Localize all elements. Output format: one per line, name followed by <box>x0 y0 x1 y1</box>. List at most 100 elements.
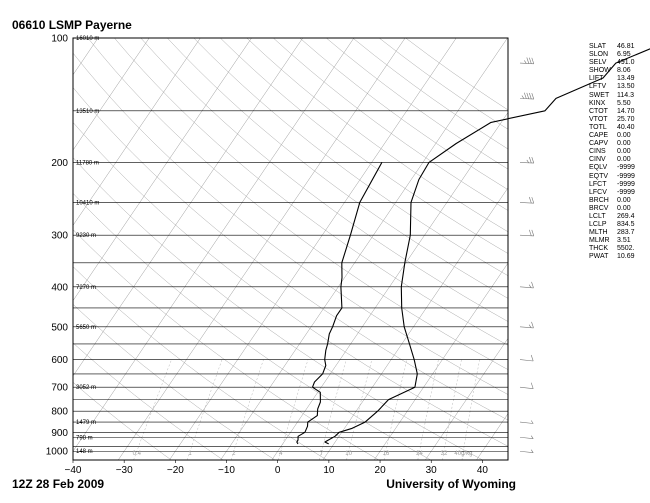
stability-indices: SLAT 46.81 SLON 6.95 SELV 491.0 SHOW 8.06 LIFT 13… <box>589 43 635 262</box>
dry-adiabat <box>220 38 508 254</box>
index-value: 13.49 <box>617 75 635 83</box>
index-value: 0.00 <box>617 196 631 204</box>
isotherm-line <box>425 337 508 460</box>
isotherm-line <box>169 38 457 460</box>
dry-adiabat <box>73 122 508 447</box>
pressure-tick-label: 600 <box>51 355 68 366</box>
pressure-tick-label: 300 <box>51 231 68 242</box>
mixing-ratio-label: 0.4 <box>133 451 142 457</box>
height-label: 5650 m <box>76 325 96 331</box>
mixing-ratio-line <box>230 359 264 460</box>
index-value: 283.7 <box>617 229 635 237</box>
temperature-tick-label: 40 <box>477 465 489 476</box>
index-row: EQLV -9999 <box>589 164 635 172</box>
mixing-ratio-label: 2 <box>232 451 236 457</box>
index-value: 269.4 <box>617 212 635 220</box>
index-row: CINS 0.00 <box>589 148 635 156</box>
index-key: THCK <box>589 245 609 253</box>
index-value: 40.40 <box>617 123 635 131</box>
index-value: 10.69 <box>617 253 635 261</box>
index-row: SWET 114.3 <box>589 92 635 100</box>
dry-adiabat <box>167 38 508 299</box>
isotherm-line <box>73 38 252 302</box>
plot-frame <box>72 37 509 461</box>
height-label: 10410 m <box>76 200 99 206</box>
mixing-ratio-label: 24 <box>416 451 423 457</box>
date-label: 12Z 28 Feb 2009 <box>12 477 104 491</box>
index-key: BRCV <box>589 204 609 212</box>
index-value: 834.5 <box>617 221 635 229</box>
index-row: CAPV 0.00 <box>589 140 635 148</box>
chart-title: 06610 LSMP Payerne <box>12 18 132 32</box>
height-label: 1479 m <box>76 420 96 426</box>
index-key: CINS <box>589 148 606 156</box>
height-label: 798 m <box>76 435 93 441</box>
wind-barb <box>519 382 534 389</box>
temperature-profile <box>324 48 650 445</box>
index-value: 25.70 <box>617 115 635 123</box>
pressure-tick-label: 100 <box>51 34 68 45</box>
dry-adiabat <box>73 192 431 460</box>
dry-adiabat <box>193 38 508 276</box>
index-key: LIFT <box>589 75 604 83</box>
index-key: KINX <box>589 99 606 107</box>
index-value: 0.00 <box>617 204 631 212</box>
isotherm-line <box>73 38 355 452</box>
dry-adiabat <box>140 38 508 322</box>
index-key: VTOT <box>589 115 608 123</box>
wind-barb <box>519 229 535 237</box>
index-value: 0.00 <box>617 140 631 148</box>
height-label: 13510 m <box>76 109 99 115</box>
wind-barb <box>519 354 534 362</box>
dry-adiabat <box>73 87 508 421</box>
index-value: 0.00 <box>617 132 631 140</box>
wind-barb <box>519 435 534 439</box>
wind-barb <box>519 156 535 164</box>
mixing-ratio-label: 4 <box>279 451 283 457</box>
height-label: 11780 m <box>76 160 99 166</box>
index-row: LCLT 269.4 <box>589 213 635 221</box>
wind-barbs <box>519 57 535 453</box>
index-key: CAPE <box>589 132 609 140</box>
index-row: BRCV 0.00 <box>589 205 635 213</box>
index-value: 46.81 <box>617 43 635 50</box>
index-row: CTOT 14.70 <box>589 108 635 116</box>
index-key: LFCT <box>589 180 607 188</box>
index-row: LFTV 13.50 <box>589 83 635 91</box>
index-key: SLON <box>589 51 609 59</box>
index-value: -9999 <box>617 188 635 196</box>
wind-barb <box>519 281 534 289</box>
mixing-ratio-line <box>346 359 373 460</box>
dry-adiabat <box>246 38 508 233</box>
temperature-tick-label: −10 <box>218 465 235 476</box>
index-row: SHOW 8.06 <box>589 67 635 75</box>
mixing-ratio-line <box>133 359 172 460</box>
index-key: LFCV <box>589 188 607 196</box>
index-value: 13.50 <box>617 83 635 91</box>
index-value: 3.51 <box>617 237 631 245</box>
index-value: -9999 <box>617 172 635 180</box>
wind-barb <box>519 92 535 100</box>
isotherm-line <box>220 38 508 460</box>
dry-adiabat <box>73 229 379 460</box>
dry-adiabat <box>73 266 328 460</box>
index-key: CINV <box>589 156 606 164</box>
temperature-tick-label: 30 <box>426 465 438 476</box>
index-value: 491.0 <box>617 59 635 67</box>
index-row: TOTL 40.40 <box>589 124 635 132</box>
index-row: THCK 5502. <box>589 245 635 253</box>
isotherm-line <box>322 187 508 460</box>
temperature-tick-label: 0 <box>275 465 281 476</box>
index-key: TOTL <box>589 123 607 131</box>
chart-grid <box>72 37 509 461</box>
index-row: SELV 491.0 <box>589 59 635 67</box>
height-label: 3052 m <box>76 385 96 391</box>
index-key: EQLV <box>589 164 608 172</box>
isotherm-line <box>373 262 508 460</box>
isotherm-line <box>73 38 150 151</box>
pressure-tick-label: 900 <box>51 428 68 439</box>
chart-series <box>296 48 650 445</box>
temperature-tick-label: 10 <box>323 465 335 476</box>
pressure-tick-label: 1000 <box>46 447 69 458</box>
mixing-ratio-line <box>442 359 462 460</box>
